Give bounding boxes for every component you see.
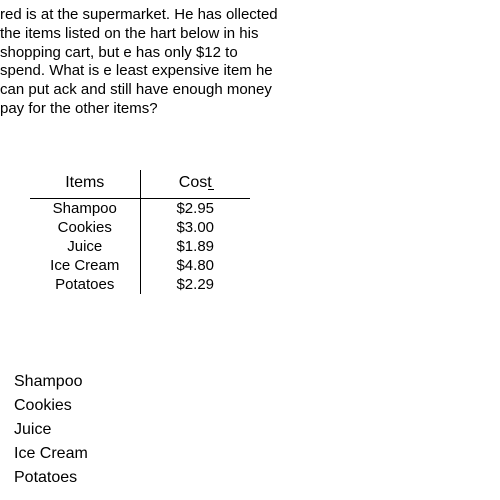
cell-cost: $4.80 [140,256,250,275]
problem-statement: red is at the supermarket. He has ollect… [0,6,280,119]
answer-choices: Shampoo Cookies Juice Ice Cream Potatoes [14,370,88,490]
answer-option: Shampoo [14,370,88,394]
answer-option: Cookies [14,394,88,418]
header-items: Items [30,170,140,199]
table-row: Shampoo $2.95 [30,199,250,219]
answer-option: Ice Cream [14,442,88,466]
table-row: Potatoes $2.29 [30,275,250,294]
cell-cost: $2.29 [140,275,250,294]
answer-option: Potatoes [14,466,88,490]
table-row: Ice Cream $4.80 [30,256,250,275]
table-header-row: Items Cost [30,170,250,199]
answer-option: Juice [14,418,88,442]
cost-caret [208,189,214,190]
header-cost: Cost [140,170,250,199]
cell-item: Potatoes [30,275,140,294]
price-table: Items Cost Shampoo $2.95 Cookies $3.00 J… [30,170,250,294]
cell-item: Ice Cream [30,256,140,275]
cell-cost: $1.89 [140,237,250,256]
table-row: Juice $1.89 [30,237,250,256]
cell-item: Shampoo [30,199,140,219]
table-row: Cookies $3.00 [30,218,250,237]
cell-cost: $2.95 [140,199,250,219]
cell-cost: $3.00 [140,218,250,237]
cell-item: Juice [30,237,140,256]
cell-item: Cookies [30,218,140,237]
